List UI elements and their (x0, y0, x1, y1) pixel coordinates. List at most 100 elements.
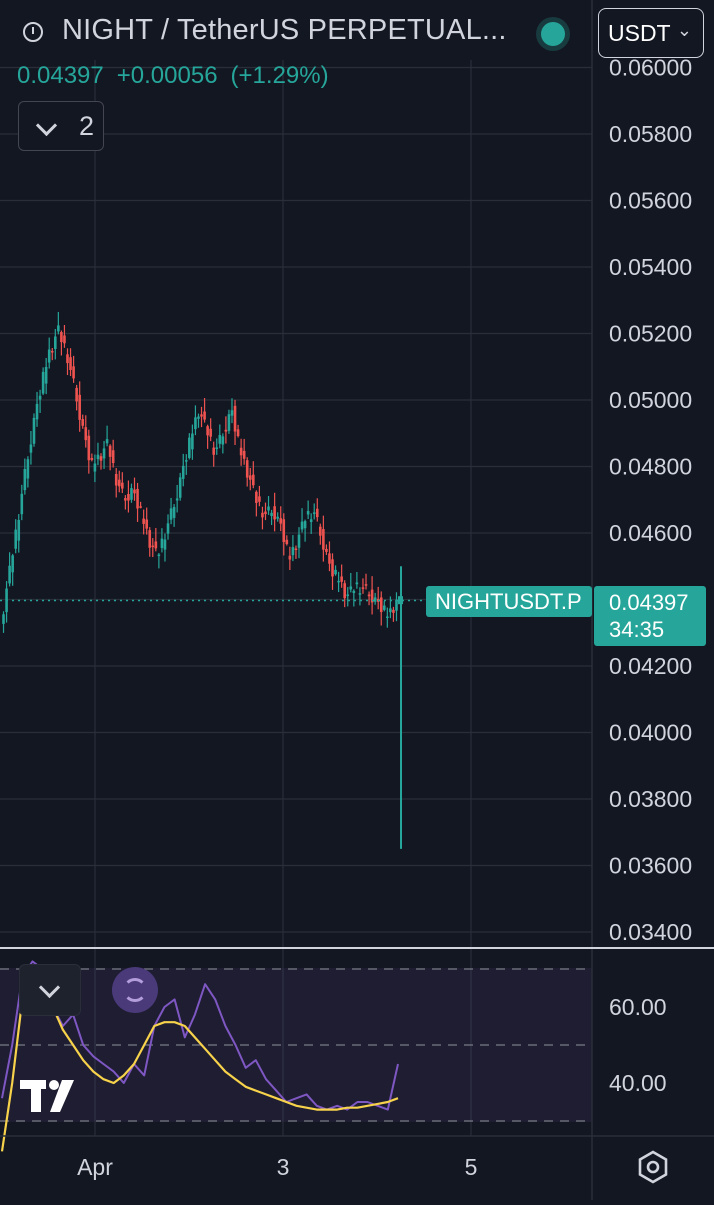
candle-body (315, 508, 319, 518)
candle-body (38, 395, 42, 400)
candle-body (245, 460, 249, 478)
candle-body (279, 518, 283, 524)
rsi-tick-label: 60.00 (609, 994, 667, 1020)
candle-body (184, 460, 188, 462)
candle-body (188, 437, 191, 458)
candle-body (224, 429, 228, 432)
candle-body (218, 434, 222, 444)
symbol-title[interactable]: NIGHT / TetherUS PERPETUAL... (62, 14, 507, 46)
candle-body (87, 435, 91, 461)
candle-body (392, 609, 395, 613)
candle-body (166, 523, 170, 534)
indicators-toggle-button[interactable]: 2 (18, 101, 104, 151)
candle-body (358, 593, 362, 595)
time-axis[interactable]: Apr 3 5 (77, 1154, 477, 1180)
price-tick-label: 0.04200 (609, 653, 692, 679)
candle-body (264, 511, 267, 515)
candle-body (169, 508, 173, 520)
candle-body (127, 493, 130, 501)
candle-body (349, 586, 353, 590)
candle-body (50, 350, 54, 353)
candle-body (294, 548, 298, 551)
quote-price: 0.04397 (17, 62, 104, 89)
candle-body (300, 521, 304, 530)
candle-body (212, 447, 216, 455)
price-tick-label: 0.05000 (609, 387, 692, 413)
candle-body (32, 417, 36, 444)
settings-icon[interactable] (636, 1150, 670, 1184)
candle-body (57, 325, 60, 332)
candle-body (133, 489, 136, 494)
currency-label: USDT (608, 20, 671, 46)
candle-body (267, 506, 270, 511)
candle-body (108, 445, 112, 457)
candle-body (367, 594, 371, 597)
candle-body (197, 416, 200, 419)
candle-body (20, 493, 24, 515)
candle-body (117, 479, 121, 487)
candle-body (206, 426, 209, 436)
rsi-axis: 60.00 40.00 (609, 994, 667, 1096)
candle-body (136, 488, 139, 509)
rsi-tick-label: 40.00 (609, 1070, 667, 1096)
candle-body (54, 336, 57, 349)
price-tick-label: 0.04800 (609, 454, 692, 480)
candle-body (261, 512, 264, 518)
candle-body (306, 511, 310, 515)
candle-body (242, 450, 246, 459)
clock-icon[interactable] (23, 22, 43, 42)
candle-body (44, 366, 48, 384)
candle-body (337, 580, 340, 583)
candle-body (379, 597, 383, 613)
candles (2, 311, 403, 849)
candle-body (343, 583, 346, 599)
candle-body (364, 584, 368, 586)
candle-body (78, 394, 81, 420)
candle-body (233, 405, 237, 432)
price-tick-label: 0.05800 (609, 121, 692, 147)
price-axis[interactable]: 0.06000 0.05800 0.05600 0.05400 0.05200 0.050… (609, 55, 692, 946)
price-tick-label: 0.03800 (609, 786, 692, 812)
candle-body (370, 589, 374, 603)
candle-body (325, 548, 328, 552)
sync-button[interactable] (112, 967, 158, 1013)
candle-body (160, 538, 164, 548)
price-tick-label: 0.05600 (609, 188, 692, 214)
candle-body (252, 474, 255, 486)
last-price-value: 0.04397 (609, 590, 689, 615)
candle-body (361, 587, 365, 589)
candle-body (285, 539, 289, 545)
rsi-line (1, 960, 399, 1111)
candle-body (191, 433, 194, 450)
candle-body (236, 429, 240, 437)
price-quote: 0.04397 +0.00056 (+1.29%) (17, 62, 342, 90)
rsi-collapse-button[interactable] (19, 964, 81, 1016)
candle-body (328, 553, 331, 564)
candle-body (352, 590, 356, 594)
candle-body (355, 582, 359, 585)
candle-body (41, 371, 45, 394)
candle-body (96, 454, 100, 460)
candle-body (151, 545, 155, 548)
candle-body (72, 366, 75, 379)
candle-body (102, 448, 106, 459)
tradingview-logo-icon[interactable] (20, 1076, 86, 1114)
candle-body (145, 519, 148, 529)
currency-button[interactable]: USDT ⌄ (598, 8, 704, 58)
price-tick-label: 0.06000 (609, 55, 692, 81)
candle-body (81, 419, 85, 426)
price-tick-label: 0.05200 (609, 321, 692, 347)
candle-body (84, 427, 88, 441)
candle-body (139, 506, 142, 508)
price-tick-label: 0.04600 (609, 520, 692, 546)
candle-body (346, 594, 350, 597)
sync-icon (123, 978, 147, 1002)
candle-body (276, 516, 279, 519)
candle-body (303, 521, 307, 529)
candle-body (93, 463, 97, 472)
candle-body (14, 529, 18, 549)
last-price-tag: 0.04397 34:35 (594, 586, 706, 646)
candle-body (331, 559, 334, 577)
